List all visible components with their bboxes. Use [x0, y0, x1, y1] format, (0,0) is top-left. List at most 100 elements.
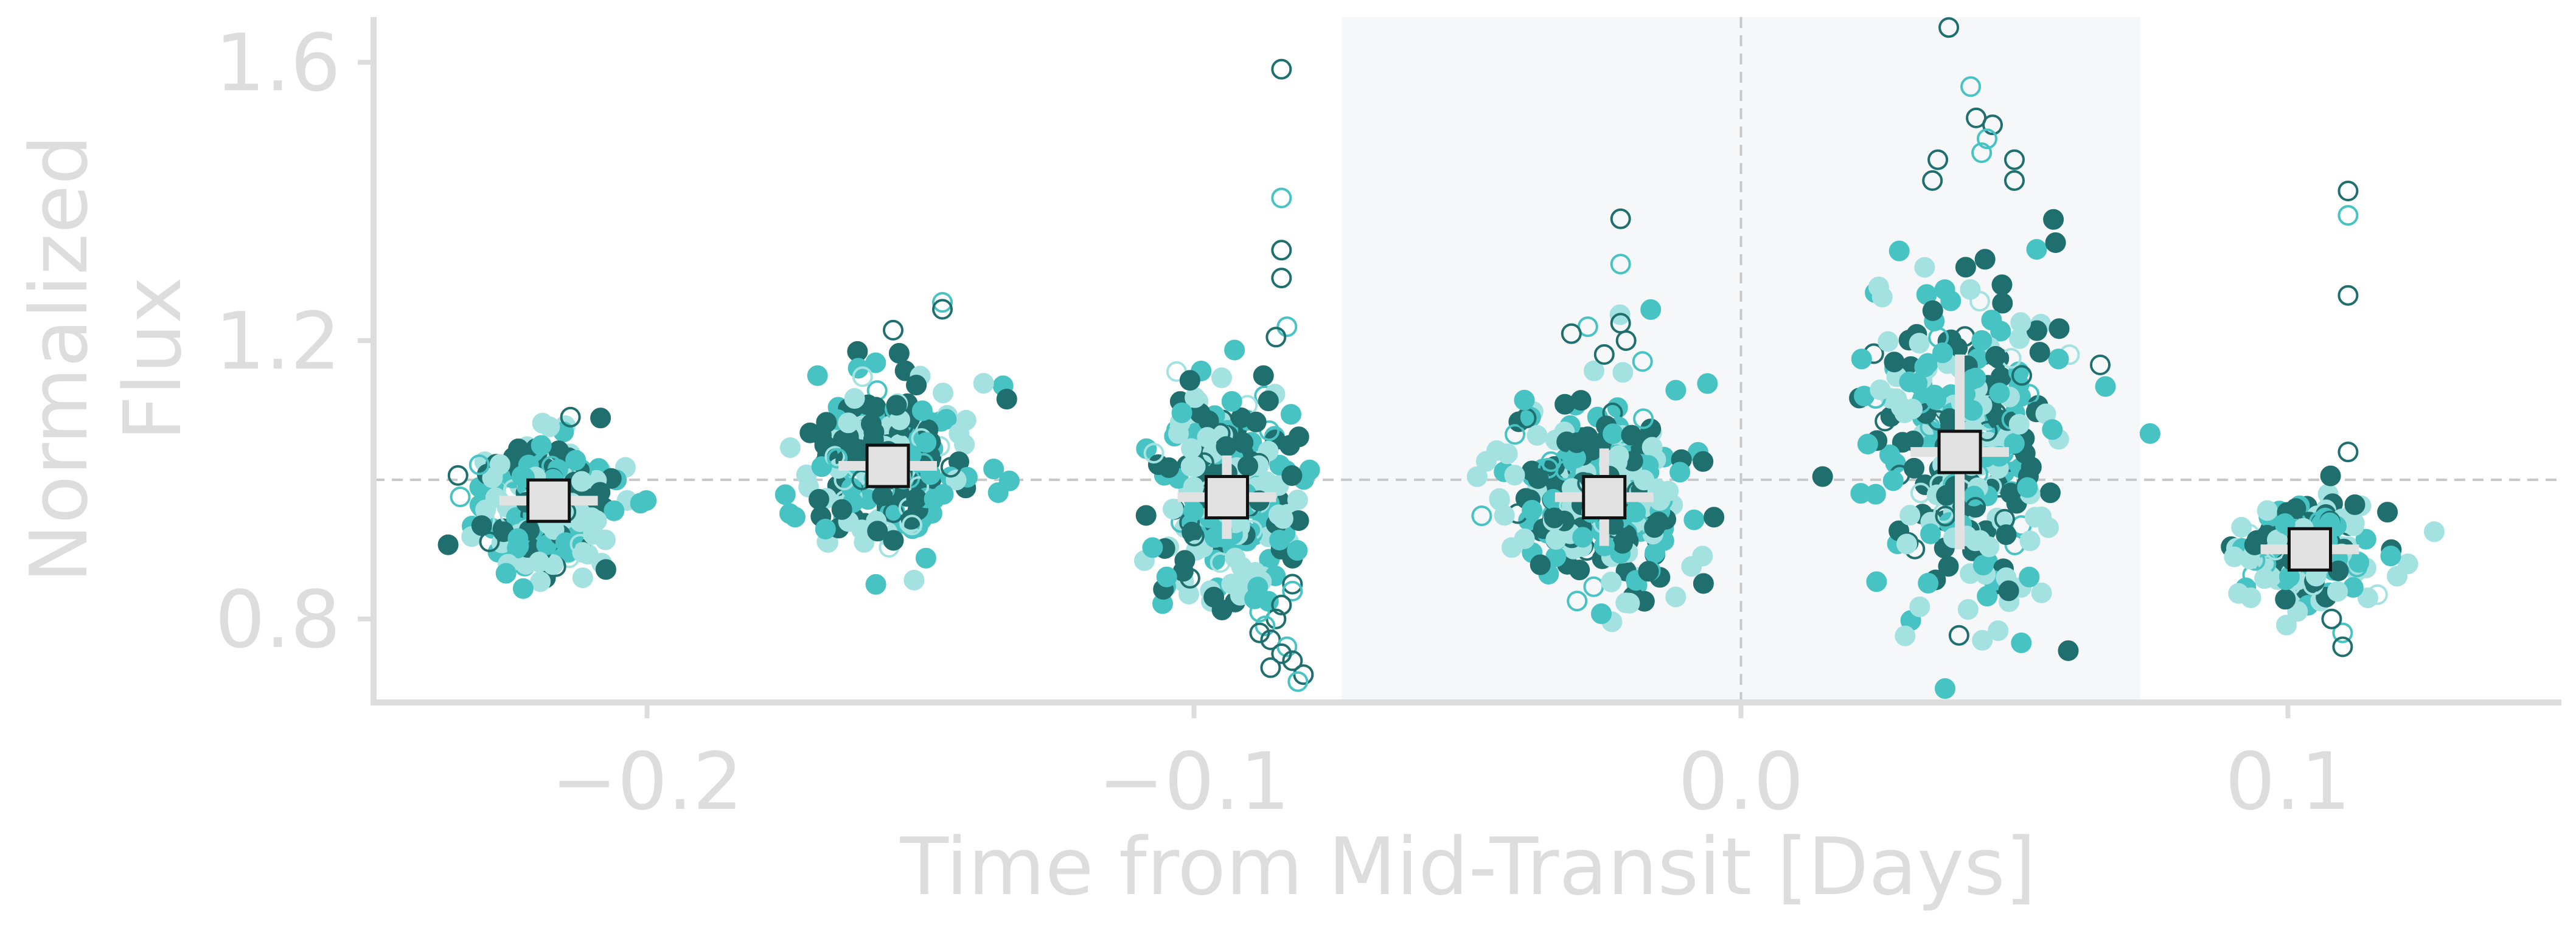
data-point — [2048, 348, 2069, 370]
data-point — [479, 531, 500, 552]
data-point — [1989, 383, 2010, 404]
outlier-point — [1260, 657, 1281, 678]
data-point — [1890, 397, 1912, 418]
data-point — [1238, 456, 1258, 477]
data-point — [1280, 404, 1301, 425]
data-point — [824, 446, 846, 467]
data-point — [1197, 427, 1218, 448]
data-point — [1920, 523, 1941, 544]
data-point — [2254, 568, 2275, 589]
binned-marker — [865, 443, 910, 488]
data-point — [2011, 365, 2032, 386]
data-point — [2011, 633, 2032, 653]
data-point — [1870, 379, 1891, 400]
data-point — [1926, 389, 1947, 411]
outlier-point — [883, 319, 903, 341]
outlier-point — [1276, 316, 1298, 338]
outlier-point — [1977, 128, 1997, 150]
data-point — [2380, 546, 2401, 567]
outlier-point — [932, 292, 953, 313]
outlier-point — [1271, 58, 1292, 80]
data-point — [1990, 321, 2011, 342]
data-point — [529, 552, 549, 572]
outlier-point — [1271, 240, 1292, 261]
data-point — [1998, 580, 2019, 601]
data-point — [1965, 497, 1986, 518]
data-point — [1683, 509, 1705, 530]
data-point — [2049, 318, 2070, 339]
data-point — [507, 528, 529, 549]
outlier-point — [2332, 622, 2353, 643]
data-point — [867, 521, 888, 542]
data-point — [1247, 577, 1269, 598]
outlier-point — [1960, 76, 1982, 97]
data-point — [1522, 500, 1543, 521]
data-point — [2019, 384, 2040, 405]
data-point — [1991, 274, 2013, 296]
data-point — [1540, 451, 1562, 473]
data-point — [437, 534, 459, 555]
data-point — [1669, 462, 1691, 483]
data-point — [1233, 432, 1254, 453]
y-axis-label-line-1: Normalized — [13, 134, 105, 583]
outlier-point — [1255, 615, 1276, 637]
data-point — [1960, 279, 1981, 300]
data-point — [1171, 402, 1192, 423]
outlier-point — [2338, 181, 2359, 201]
data-point — [1225, 547, 1246, 569]
data-point — [1871, 286, 1893, 308]
data-point — [1812, 466, 1833, 487]
data-point — [1174, 550, 1196, 571]
data-point — [1135, 505, 1157, 526]
binned-point — [1910, 354, 2010, 550]
data-point — [1142, 537, 1163, 558]
binned-marker — [526, 478, 571, 523]
outlier-point — [560, 406, 581, 428]
data-point — [1603, 423, 1624, 445]
scatter-cluster — [775, 292, 1020, 595]
data-point — [1168, 423, 1189, 444]
data-point — [1979, 536, 2000, 558]
data-point — [838, 412, 859, 434]
outlier-point — [1610, 208, 1631, 229]
data-point — [569, 533, 591, 555]
data-point — [2387, 566, 2407, 587]
data-point — [1957, 599, 1979, 620]
data-point — [1878, 331, 1899, 352]
data-point — [1988, 620, 2009, 641]
data-point — [983, 459, 1004, 480]
data-point — [569, 511, 591, 532]
data-point — [1211, 367, 1232, 389]
data-point — [847, 341, 868, 362]
outlier-point — [1271, 643, 1292, 664]
data-point — [1994, 508, 2015, 530]
data-point — [1665, 380, 1687, 401]
data-point — [1948, 625, 1969, 646]
data-point — [1940, 290, 1962, 311]
data-point — [888, 342, 910, 364]
data-point — [1977, 586, 1998, 607]
data-point — [936, 409, 957, 430]
data-point — [1640, 299, 1662, 320]
data-point — [1895, 625, 1916, 647]
data-point — [996, 389, 1017, 410]
outlier-point — [2338, 205, 2359, 226]
data-point — [1268, 504, 1289, 525]
data-point — [2045, 232, 2066, 253]
data-point — [1210, 552, 1231, 573]
outlier-point — [1293, 664, 1314, 685]
data-point — [2031, 582, 2052, 603]
outlier-point — [1287, 671, 1309, 692]
data-point — [2320, 465, 2341, 487]
data-point — [1514, 389, 1535, 411]
data-point — [1179, 567, 1200, 589]
data-point — [1909, 596, 1930, 617]
data-point — [1183, 525, 1205, 547]
data-point — [1504, 465, 1525, 486]
outlier-point — [2338, 442, 2359, 463]
data-point — [468, 454, 490, 476]
data-point — [1183, 501, 1204, 522]
data-point — [1269, 530, 1290, 550]
data-point — [1181, 438, 1202, 459]
data-point — [595, 559, 616, 580]
